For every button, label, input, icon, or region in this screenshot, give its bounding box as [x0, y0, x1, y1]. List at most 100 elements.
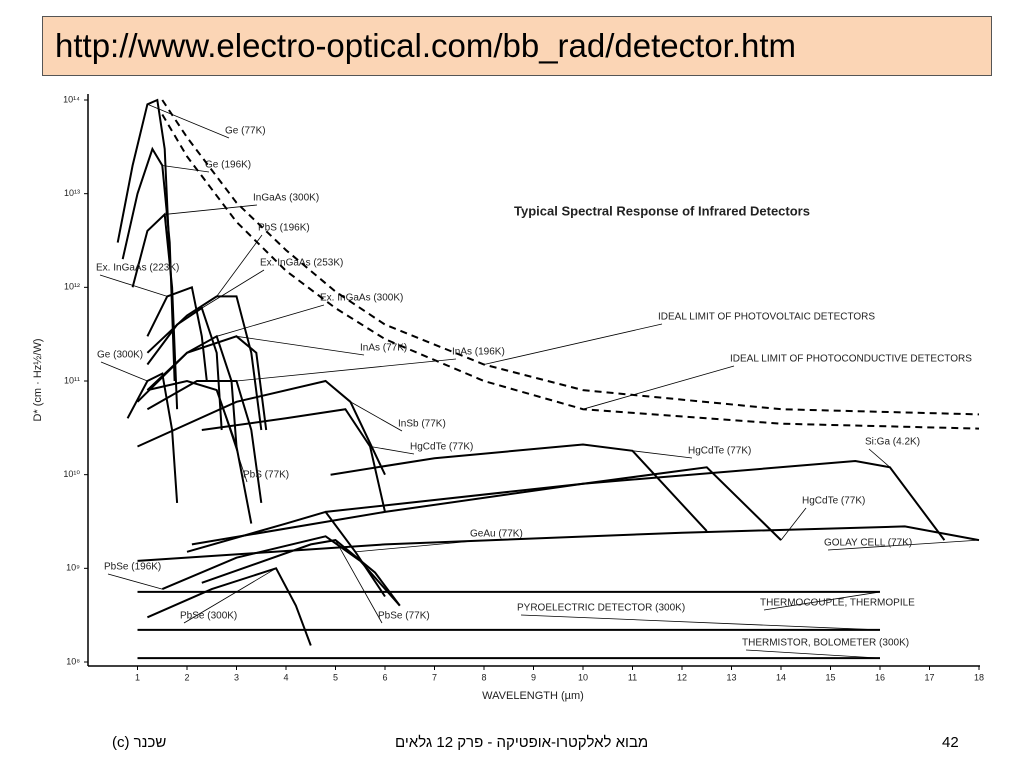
leader-line	[483, 323, 663, 365]
curve-label: Ge (77K)	[225, 126, 266, 137]
x-tick-label: 18	[974, 672, 984, 682]
leader-line	[370, 446, 415, 455]
detector-curve	[191, 466, 782, 546]
detector-curve	[146, 334, 238, 447]
leader-line	[236, 358, 457, 382]
x-tick-label: 7	[432, 672, 437, 682]
leader-line	[216, 234, 263, 297]
curve-label: Ex. InGaAs (223K)	[96, 263, 179, 274]
url-banner: http://www.electro-optical.com/bb_rad/de…	[42, 16, 992, 76]
leader-line	[236, 335, 365, 356]
detector-curve	[161, 99, 980, 416]
x-tick-label: 3	[234, 672, 239, 682]
curve-label: Ge (300K)	[97, 350, 143, 361]
x-tick-label: 15	[825, 672, 835, 682]
curve-label: Ge (196K)	[205, 160, 251, 171]
curve-label: PbSe (77K)	[378, 611, 430, 622]
x-tick-label: 13	[726, 672, 736, 682]
detector-curve	[126, 372, 179, 503]
detector-curve	[137, 379, 386, 476]
x-tick-label: 5	[333, 672, 338, 682]
detector-curve	[146, 285, 208, 382]
curve-label: HgCdTe (77K)	[802, 496, 865, 507]
leader-line	[147, 103, 230, 139]
x-tick-label: 16	[875, 672, 885, 682]
curve-label: IDEAL LIMIT OF PHOTOCONDUCTIVE DETECTORS	[730, 354, 972, 365]
leader-line	[868, 448, 891, 468]
y-tick-label: 10⁹	[66, 563, 80, 573]
leader-line	[520, 614, 881, 631]
footer-author: שכנר (c)	[112, 734, 167, 751]
curve-label: Si:Ga (4.2K)	[865, 437, 920, 448]
x-tick-label: 4	[283, 672, 288, 682]
x-tick-label: 17	[924, 672, 934, 682]
leader-line	[745, 649, 881, 659]
leader-line	[780, 507, 807, 541]
leader-line	[335, 539, 383, 624]
x-tick-label: 2	[184, 672, 189, 682]
detector-curve	[137, 525, 980, 562]
y-tick-label: 10¹²	[64, 282, 80, 292]
leader-line	[763, 591, 881, 611]
curve-label: InAs (196K)	[452, 347, 505, 358]
leader-line	[582, 365, 735, 410]
x-tick-label: 11	[628, 672, 637, 682]
curve-label: InAs (77K)	[360, 343, 407, 354]
x-axis-label: WAVELENGTH (µm)	[482, 690, 584, 702]
curve-label: GeAu (77K)	[470, 529, 523, 540]
leader-line	[216, 304, 325, 337]
x-tick-label: 6	[382, 672, 387, 682]
x-tick-label: 1	[135, 672, 140, 682]
curve-label: PYROELECTRIC DETECTOR (300K)	[517, 603, 685, 614]
detector-curve	[186, 510, 386, 598]
curve-label: GOLAY CELL (77K)	[824, 538, 912, 549]
leader-line	[183, 567, 277, 624]
y-tick-label: 10¹³	[64, 188, 80, 198]
x-tick-label: 10	[578, 672, 588, 682]
footer-course: מבוא לאלקטרו-אופטיקה - פרק 12 גלאים	[395, 734, 649, 751]
x-tick-label: 8	[481, 672, 486, 682]
curve-label: THERMISTOR, BOLOMETER (300K)	[742, 638, 909, 649]
leader-line	[100, 361, 148, 382]
detector-curve	[161, 535, 401, 607]
y-tick-label: 10¹¹	[64, 375, 80, 385]
curve-label: THERMOCOUPLE, THERMOPILE	[760, 598, 915, 609]
detector-curve	[146, 306, 223, 431]
y-tick-label: 10¹⁴	[63, 94, 80, 104]
chart-title: Typical Spectral Response of Infrared De…	[514, 203, 810, 218]
detector-curve	[161, 113, 980, 430]
curve-label: PbSe (196K)	[104, 562, 161, 573]
curve-label: Ex. InGaAs (300K)	[320, 293, 403, 304]
y-tick-label: 10⁸	[66, 656, 80, 666]
leader-line	[355, 540, 475, 553]
curve-label: HgCdTe (77K)	[410, 442, 473, 453]
curve-label: HgCdTe (77K)	[688, 446, 751, 457]
detector-curve	[201, 539, 401, 607]
leader-line	[99, 274, 168, 297]
y-tick-label: 10¹⁰	[63, 469, 80, 479]
detector-curve	[330, 443, 708, 532]
x-tick-label: 14	[776, 672, 786, 682]
curve-label: PbS (196K)	[258, 223, 310, 234]
leader-line	[201, 269, 265, 309]
curve-label: IDEAL LIMIT OF PHOTOVOLTAIC DETECTORS	[658, 312, 875, 323]
curve-label: InGaAs (300K)	[253, 193, 319, 204]
x-tick-label: 12	[677, 672, 687, 682]
leader-line	[107, 573, 163, 590]
detector-curve	[325, 459, 946, 541]
detector-curve	[116, 98, 171, 260]
x-tick-label: 9	[531, 672, 536, 682]
curve-label: PbS (77K)	[243, 470, 289, 481]
leader-line	[827, 539, 980, 551]
leader-line	[216, 389, 248, 483]
footer-page: 42	[942, 734, 959, 751]
leader-line	[162, 165, 210, 173]
leader-line	[350, 401, 403, 432]
detector-curve	[146, 567, 312, 646]
curve-label: PbSe (300K)	[180, 611, 237, 622]
curve-label: InSb (77K)	[398, 419, 446, 430]
y-axis-label: D* (cm · Hz½/W)	[32, 338, 44, 421]
leader-line	[632, 450, 693, 459]
